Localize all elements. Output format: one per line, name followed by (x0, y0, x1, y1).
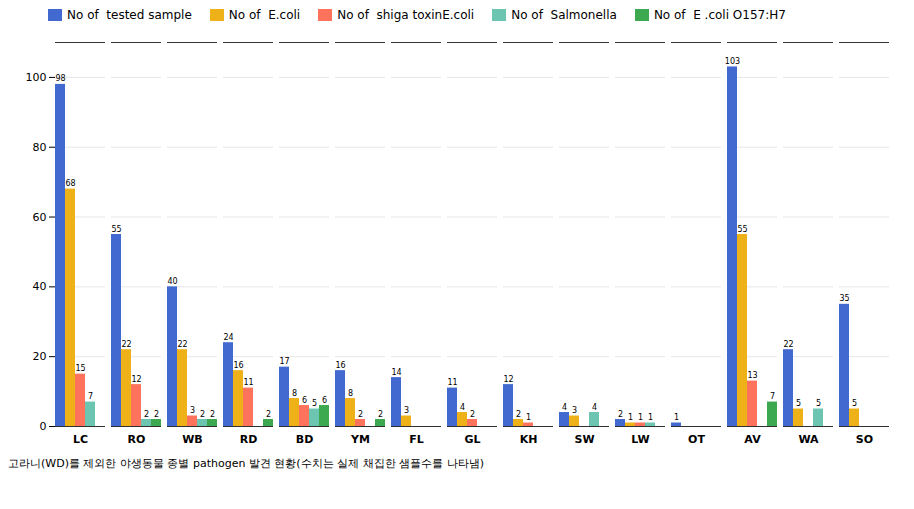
svg-text:2: 2 (144, 410, 149, 419)
svg-text:2: 2 (516, 410, 521, 419)
svg-text:22: 22 (177, 340, 187, 349)
svg-text:68: 68 (65, 179, 75, 188)
svg-text:LC: LC (73, 433, 88, 446)
svg-text:12: 12 (131, 375, 141, 384)
svg-text:40: 40 (167, 277, 177, 286)
svg-text:40: 40 (33, 280, 47, 293)
svg-text:80: 80 (33, 141, 47, 154)
svg-text:2: 2 (210, 410, 215, 419)
svg-text:4: 4 (592, 403, 597, 412)
svg-text:RD: RD (240, 433, 258, 446)
html-text:No of E.coli: No of E.coli (228, 8, 301, 22)
svg-text:98: 98 (55, 74, 65, 83)
svg-text:4: 4 (460, 403, 465, 412)
svg-text:0: 0 (40, 420, 47, 433)
svg-text:55: 55 (111, 225, 121, 234)
svg-text:20: 20 (33, 350, 47, 363)
svg-text:RO: RO (128, 433, 146, 446)
svg-text:3: 3 (190, 406, 195, 415)
svg-text:5: 5 (852, 399, 857, 408)
svg-text:12: 12 (503, 375, 513, 384)
html-text:No of tested sample: No of tested sample (67, 8, 192, 22)
svg-text:2: 2 (378, 410, 383, 419)
svg-text:3: 3 (572, 406, 577, 415)
svg-text:4: 4 (562, 403, 567, 412)
svg-text:2: 2 (200, 410, 205, 419)
svg-text:6: 6 (322, 396, 327, 405)
svg-text:7: 7 (770, 392, 775, 401)
svg-text:22: 22 (121, 340, 131, 349)
svg-text:1: 1 (674, 413, 679, 422)
svg-text:5: 5 (312, 399, 317, 408)
svg-text:KH: KH (520, 433, 538, 446)
svg-text:YM: YM (350, 433, 370, 446)
svg-text:GL: GL (464, 433, 480, 446)
svg-text:11: 11 (243, 378, 253, 387)
html-text:No of E .coli O157:H7: No of E .coli O157:H7 (653, 8, 786, 22)
svg-text:AV: AV (744, 433, 761, 446)
svg-text:1: 1 (648, 413, 653, 422)
svg-text:2: 2 (618, 410, 623, 419)
svg-text:8: 8 (348, 389, 353, 398)
svg-text:WA: WA (798, 433, 819, 446)
svg-text:8: 8 (292, 389, 297, 398)
svg-text:2: 2 (470, 410, 475, 419)
svg-text:55: 55 (737, 225, 747, 234)
svg-text:24: 24 (223, 333, 233, 342)
svg-text:SO: SO (856, 433, 873, 446)
svg-text:FL: FL (409, 433, 424, 446)
svg-text:103: 103 (725, 57, 740, 66)
svg-text:6: 6 (302, 396, 307, 405)
svg-text:2: 2 (358, 410, 363, 419)
svg-text:BD: BD (296, 433, 314, 446)
svg-text:SW: SW (574, 433, 594, 446)
svg-text:3: 3 (404, 406, 409, 415)
svg-text:14: 14 (391, 368, 401, 377)
svg-text:7: 7 (88, 392, 93, 401)
svg-text:OT: OT (688, 433, 705, 446)
html-text:No of shiga toxinE.coli: No of shiga toxinE.coli (337, 8, 475, 22)
svg-text:100: 100 (26, 71, 47, 84)
svg-text:60: 60 (33, 211, 47, 224)
svg-text:17: 17 (279, 357, 289, 366)
svg-text:LW: LW (631, 433, 649, 446)
html-text:고라니(WD)를 제외한 야생동물 종별 pathogen: 고라니(WD)를 제외한 야생동물 종별 pathogen 발견 현황(수치는 … (8, 457, 484, 470)
svg-text:11: 11 (447, 378, 457, 387)
html-text:No of Salmonella: No of Salmonella (511, 8, 617, 22)
svg-text:22: 22 (783, 340, 793, 349)
svg-text:2: 2 (266, 410, 271, 419)
svg-text:1: 1 (628, 413, 633, 422)
svg-text:15: 15 (75, 364, 85, 373)
svg-text:2: 2 (154, 410, 159, 419)
svg-text:5: 5 (816, 399, 821, 408)
svg-text:16: 16 (335, 361, 345, 370)
svg-text:1: 1 (526, 413, 531, 422)
svg-text:35: 35 (839, 294, 849, 303)
svg-text:5: 5 (796, 399, 801, 408)
svg-text:13: 13 (747, 371, 757, 380)
svg-text:16: 16 (233, 361, 243, 370)
svg-text:1: 1 (638, 413, 643, 422)
svg-text:WB: WB (182, 433, 203, 446)
